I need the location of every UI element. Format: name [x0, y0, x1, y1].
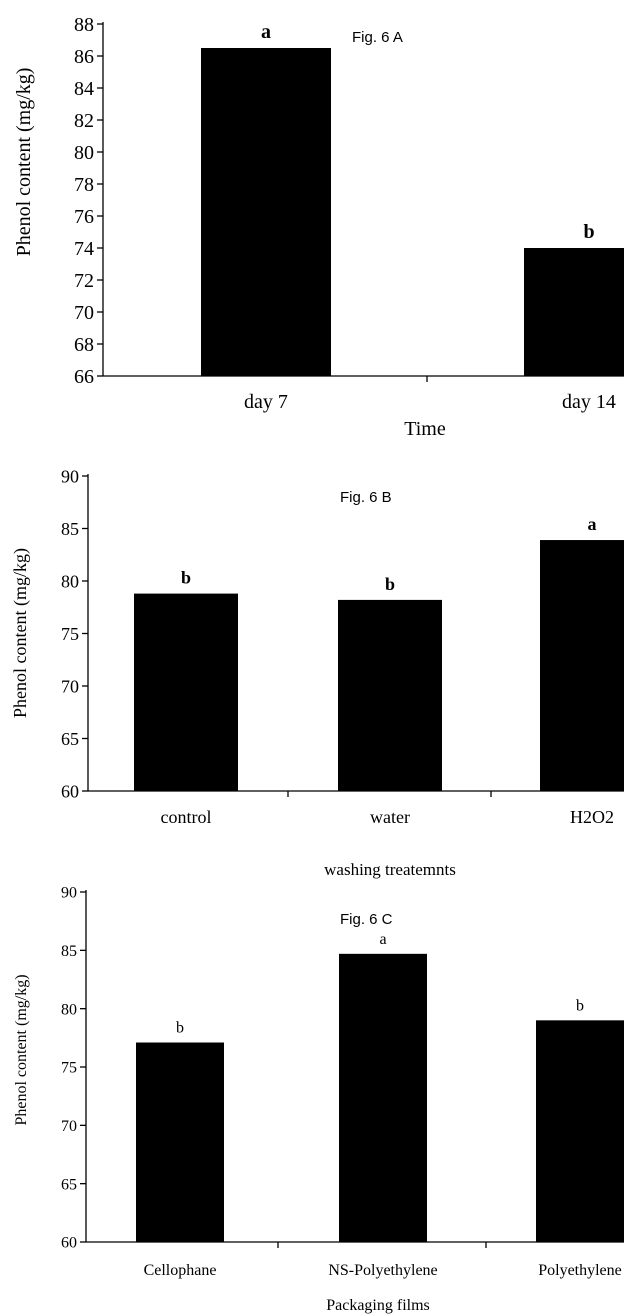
- y-axis-label: Phenol content (mg/kg): [13, 68, 35, 257]
- y-tick-label: 65: [61, 1176, 77, 1193]
- figure-label: Fig. 6 C: [340, 911, 393, 928]
- y-tick-label: 65: [61, 729, 79, 749]
- figure-label: Fig. 6 A: [352, 29, 403, 46]
- y-tick-label: 85: [61, 943, 77, 960]
- x-tick-label: day 7: [244, 391, 288, 413]
- figure-label: Fig. 6 B: [340, 489, 392, 506]
- x-tick-label: Cellophane: [144, 1262, 217, 1279]
- chart-panel-a: Fig. 6 A Phenol content (mg/kg) Time a da…: [0, 0, 624, 440]
- chart-panel-c: Fig. 6 C Phenol content (mg/kg) Packagin…: [0, 880, 624, 1314]
- y-tick-label: 75: [61, 624, 79, 644]
- y-tick-label: 75: [61, 1060, 77, 1077]
- x-tick-label: NS-Polyethylene: [328, 1262, 437, 1279]
- x-tick-label: Polyethylene: [538, 1262, 622, 1279]
- bar: [524, 248, 624, 376]
- y-tick-label: 80: [74, 142, 94, 164]
- x-tick-label: water: [370, 807, 410, 827]
- significance-letter: a: [261, 21, 271, 43]
- y-tick-label: 70: [74, 302, 94, 324]
- y-tick-label: 60: [61, 781, 79, 801]
- y-tick-label: 85: [61, 519, 79, 539]
- significance-letter: b: [576, 997, 584, 1014]
- significance-letter: b: [181, 568, 191, 588]
- x-tick-label: day 14: [562, 391, 616, 413]
- y-tick-label: 70: [61, 676, 79, 696]
- x-axis-label: Packaging films: [326, 1297, 430, 1314]
- y-tick-label: 88: [74, 14, 94, 36]
- x-tick-label: H2O2: [570, 807, 614, 827]
- y-axis-label: Phenol content (mg/kg): [10, 548, 31, 718]
- y-tick-label: 60: [61, 1235, 77, 1252]
- significance-letter: a: [379, 931, 386, 948]
- y-tick-label: 72: [74, 270, 94, 292]
- bar: [201, 48, 331, 376]
- bar: [339, 953, 427, 1242]
- x-tick-label: control: [161, 807, 212, 827]
- chart-panel-b: Fig. 6 B Phenol content (mg/kg) washing …: [0, 440, 624, 880]
- y-tick-label: 78: [74, 174, 94, 196]
- y-tick-label: 74: [74, 238, 94, 260]
- y-tick-label: 68: [74, 334, 94, 356]
- y-tick-label: 90: [61, 885, 77, 902]
- significance-letter: b: [583, 221, 594, 243]
- y-tick-label: 90: [61, 466, 79, 486]
- significance-letter: b: [385, 574, 395, 594]
- y-tick-label: 76: [74, 206, 94, 228]
- bar: [536, 1020, 624, 1242]
- y-tick-label: 70: [61, 1118, 77, 1135]
- y-tick-label: 80: [61, 571, 79, 591]
- bar: [136, 1042, 224, 1242]
- y-tick-label: 66: [74, 366, 94, 388]
- y-tick-label: 86: [74, 46, 94, 68]
- x-axis-label: washing treatemnts: [324, 860, 456, 879]
- chart-b-svg: Fig. 6 B Phenol content (mg/kg) washing …: [10, 466, 624, 879]
- significance-letter: a: [588, 514, 597, 534]
- y-tick-label: 80: [61, 1001, 77, 1018]
- x-axis-label: Time: [404, 418, 446, 440]
- significance-letter: b: [176, 1020, 184, 1037]
- bar: [338, 599, 442, 791]
- chart-c-svg: Fig. 6 C Phenol content (mg/kg) Packagin…: [13, 885, 624, 1314]
- y-axis-label: Phenol content (mg/kg): [13, 974, 30, 1125]
- chart-a-svg: Fig. 6 A Phenol content (mg/kg) Time a da…: [13, 14, 624, 440]
- y-tick-label: 82: [74, 110, 94, 132]
- bar: [540, 540, 624, 791]
- bar: [134, 593, 238, 791]
- y-tick-label: 84: [74, 78, 94, 100]
